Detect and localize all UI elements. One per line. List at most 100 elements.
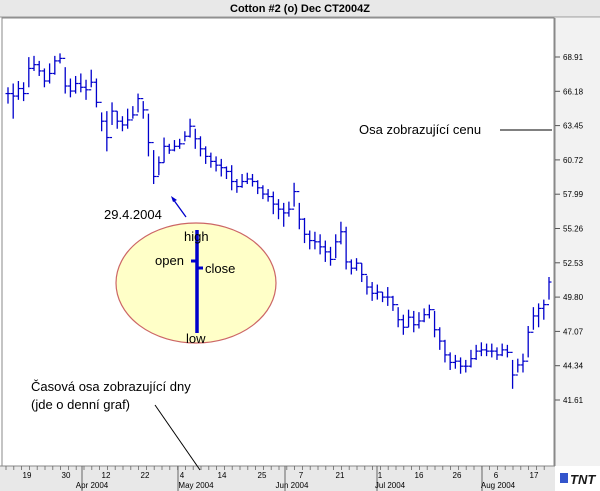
x-day-label: 21 bbox=[336, 471, 345, 480]
x-day-label: 26 bbox=[453, 471, 462, 480]
ohlc-bar bbox=[406, 309, 412, 328]
legend-low-label: low bbox=[186, 331, 206, 346]
chart-title-bar bbox=[0, 0, 600, 17]
y-tick-label: 47.07 bbox=[563, 327, 584, 336]
ohlc-bar bbox=[296, 190, 302, 230]
time-axis-annotation-line1: Časová osa zobrazující dny bbox=[31, 379, 191, 394]
ohlc-bar bbox=[145, 109, 151, 157]
x-month-label: Aug 2004 bbox=[481, 481, 516, 490]
ohlc-bar bbox=[182, 131, 188, 145]
ohlc-bar bbox=[286, 201, 292, 217]
ohlc-bar bbox=[161, 137, 167, 164]
ohlc-bar bbox=[385, 287, 391, 306]
ohlc-bar bbox=[312, 231, 318, 250]
date-arrow-head bbox=[171, 196, 177, 202]
ohlc-bar bbox=[156, 156, 162, 178]
x-day-label: 22 bbox=[141, 471, 150, 480]
ohlc-bar bbox=[270, 191, 276, 215]
ohlc-bar bbox=[239, 173, 245, 188]
ohlc-series bbox=[5, 53, 552, 389]
ohlc-bar bbox=[411, 310, 417, 333]
chart-title: Cotton #2 (o) Dec CT2004Z bbox=[230, 3, 370, 15]
ohlc-bar bbox=[93, 78, 99, 108]
ohlc-bar bbox=[354, 258, 360, 271]
ohlc-bar bbox=[15, 80, 21, 100]
ohlc-bar bbox=[265, 189, 271, 202]
ohlc-bar bbox=[192, 125, 198, 149]
y-tick-label: 57.99 bbox=[563, 190, 584, 199]
ohlc-bar bbox=[197, 136, 203, 157]
ohlc-bar bbox=[426, 304, 432, 319]
ohlc-bar bbox=[322, 240, 328, 262]
ohlc-bar bbox=[130, 106, 136, 121]
ohlc-bar bbox=[276, 199, 281, 220]
ohlc-bar bbox=[359, 262, 365, 283]
ohlc-bar bbox=[52, 55, 58, 75]
ohlc-bar bbox=[10, 83, 16, 119]
ohlc-bar bbox=[333, 234, 339, 261]
ohlc-bar bbox=[41, 68, 47, 88]
ohlc-bar bbox=[369, 282, 375, 301]
ohlc-bar bbox=[510, 351, 516, 389]
ohlc-bar bbox=[473, 344, 479, 360]
ohlc-bar bbox=[437, 327, 443, 350]
ohlc-bar bbox=[114, 110, 120, 129]
ohlc-bar bbox=[416, 312, 422, 329]
ohlc-bar bbox=[328, 246, 334, 266]
ohlc-bar bbox=[364, 273, 370, 295]
ohlc-bar bbox=[47, 63, 53, 84]
ohlc-bar bbox=[88, 69, 94, 91]
ohlc-bar bbox=[36, 60, 42, 76]
ohlc-bar bbox=[140, 97, 146, 119]
ohlc-bar bbox=[421, 308, 427, 323]
ohlc-bar bbox=[281, 202, 287, 227]
x-day-label: 14 bbox=[218, 471, 227, 480]
time-axis-annotation-line2: (jde o denní graf) bbox=[31, 397, 130, 412]
ohlc-bar bbox=[291, 182, 297, 210]
y-tick-label: 66.18 bbox=[563, 87, 584, 96]
ohlc-bar bbox=[302, 217, 308, 244]
x-month-label: Jul 2004 bbox=[375, 481, 406, 490]
ohlc-bar bbox=[468, 349, 474, 368]
ohlc-bar bbox=[390, 295, 396, 311]
y-tick-label: 60.72 bbox=[563, 156, 584, 165]
ohlc-bar bbox=[213, 156, 219, 172]
x-month-label: Jun 2004 bbox=[276, 481, 309, 490]
ohlc-bar bbox=[484, 343, 490, 357]
ohlc-bar bbox=[223, 166, 229, 179]
plot-area bbox=[1, 17, 555, 467]
ohlc-bar bbox=[520, 353, 526, 373]
ohlc-bar bbox=[489, 343, 495, 358]
ohlc-bar bbox=[125, 108, 131, 129]
ohlc-bar bbox=[504, 344, 510, 358]
ohlc-bar bbox=[442, 339, 448, 363]
ohlc-bar bbox=[541, 299, 547, 320]
ohlc-bar bbox=[458, 357, 464, 374]
ohlc-bar bbox=[83, 79, 89, 100]
x-day-label: 25 bbox=[258, 471, 267, 480]
ohlc-bar bbox=[151, 141, 157, 185]
ohlc-bar bbox=[119, 116, 125, 132]
legend-close-label: close bbox=[205, 261, 235, 276]
time-axis: 19 30 12 22 4 14 25 7 21 1 16 26 6 17 Apr 2004 May 2004… bbox=[5, 466, 545, 491]
ohlc-bar bbox=[187, 118, 193, 138]
ohlc-bar bbox=[338, 221, 344, 245]
legend-high-label: high bbox=[184, 229, 209, 244]
x-day-label: 16 bbox=[415, 471, 424, 480]
ohlc-bar bbox=[135, 93, 141, 116]
y-tick-label: 44.34 bbox=[563, 362, 584, 371]
ohlc-bar bbox=[208, 152, 214, 168]
tnt-logo: TNT bbox=[556, 467, 600, 491]
x-day-label: 4 bbox=[180, 471, 185, 480]
y-tick-label: 63.45 bbox=[563, 122, 584, 131]
ohlc-bar bbox=[536, 303, 542, 328]
ohlc-bar bbox=[109, 102, 115, 139]
x-day-label: 30 bbox=[62, 471, 71, 480]
ohlc-bar bbox=[78, 73, 84, 93]
ohlc-bar bbox=[348, 259, 354, 275]
ohlc-bar bbox=[395, 304, 401, 328]
x-day-label: 12 bbox=[102, 471, 111, 480]
ohlc-bar bbox=[494, 347, 500, 360]
y-tick-label: 41.61 bbox=[563, 396, 584, 405]
